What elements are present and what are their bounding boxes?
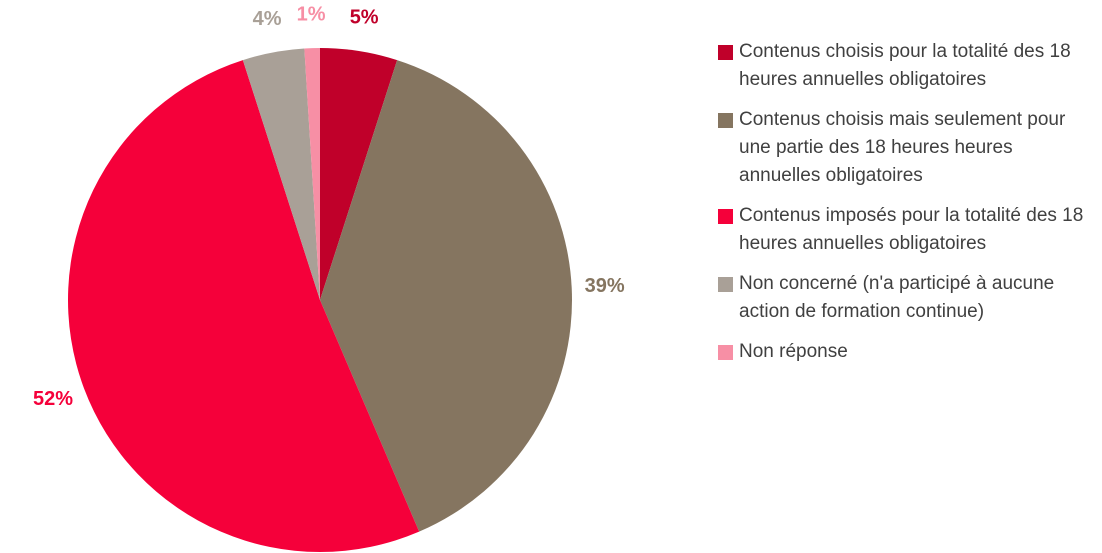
legend-label: Non concerné (n'a participé à aucune act… — [739, 273, 1055, 322]
legend-label: Non réponse — [739, 341, 848, 362]
data-label: 52% — [33, 388, 73, 410]
legend-swatch — [718, 277, 733, 292]
legend-label: Contenus choisis mais seulement pour une… — [739, 109, 1066, 186]
pie-slice — [320, 60, 572, 532]
data-label: 4% — [253, 8, 282, 30]
data-label: 5% — [350, 7, 379, 29]
legend-label: Contenus imposés pour la totalité des 18… — [739, 205, 1084, 254]
legend-item: Contenus choisis mais seulement pour une… — [718, 106, 1088, 190]
legend-swatch — [718, 45, 733, 60]
pie-slice — [304, 48, 320, 300]
chart: 5% 39% 52% 4% 1% — [33, 3, 625, 552]
legend-item: Contenus imposés pour la totalité des 18… — [718, 202, 1088, 258]
legend-swatch — [718, 113, 733, 128]
legend: Contenus choisis pour la totalité des 18… — [718, 38, 1088, 366]
pie-slice — [242, 48, 320, 300]
legend-swatch — [718, 209, 733, 224]
data-label: 1% — [297, 3, 326, 25]
legend-item: Non réponse — [718, 338, 1088, 366]
legend-label: Contenus choisis pour la totalité des 18… — [739, 41, 1071, 90]
legend-item: Contenus choisis pour la totalité des 18… — [718, 38, 1088, 94]
legend-swatch — [718, 345, 733, 360]
legend-item: Non concerné (n'a participé à aucune act… — [718, 270, 1088, 326]
pie-slice — [320, 48, 398, 300]
data-label: 39% — [585, 275, 625, 297]
pie-slice — [67, 60, 420, 552]
